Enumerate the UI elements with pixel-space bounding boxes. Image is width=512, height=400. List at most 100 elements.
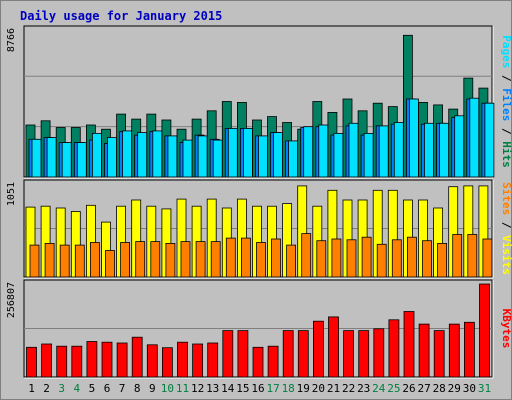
bar-pages-day-13 [212,139,223,178]
bar-pages-day-24 [378,125,389,178]
bar-kbytes-day-31 [479,283,490,378]
bar-sites-day-30 [467,234,478,278]
x-tick-label-25: 25 [387,382,400,395]
legend-separator: / [500,215,512,235]
bar-kbytes-day-27 [418,323,430,378]
y-max-label-top: 8766 [6,28,17,52]
bar-sites-day-8 [135,241,146,278]
legend-item-visits: Visits [500,235,512,275]
bar-sites-day-2 [44,242,55,278]
bar-pages-day-22 [348,122,359,178]
bar-kbytes-day-13 [207,342,219,378]
bar-pages-day-1 [31,138,42,178]
bar-kbytes-day-17 [267,345,279,378]
bar-kbytes-day-12 [192,343,204,378]
legend-panel-0: Pages / Files / Hits [500,35,512,168]
bar-sites-day-12 [195,241,206,278]
bar-sites-day-7 [120,242,130,278]
bar-sites-day-21 [331,238,342,278]
legend-item-hits: Hits [500,141,512,168]
bar-sites-day-20 [316,240,327,278]
bar-sites-day-3 [59,244,70,278]
x-tick-label-20: 20 [312,382,325,395]
bar-pages-day-2 [46,137,57,178]
bar-kbytes-day-21 [328,316,339,378]
x-tick-label-4: 4 [73,382,80,395]
bar-sites-day-25 [391,239,402,278]
x-tick-label-1: 1 [28,382,35,395]
bar-sites-day-1 [29,244,40,278]
bar-sites-day-5 [90,242,100,278]
bar-sites-day-4 [74,244,85,278]
x-tick-label-3: 3 [58,382,65,395]
bar-sites-day-19 [301,233,312,278]
bar-kbytes-day-22 [343,330,355,378]
bar-pages-day-23 [363,132,374,178]
x-tick-label-15: 15 [236,382,249,395]
bar-kbytes-day-1 [26,346,37,378]
x-tick-label-9: 9 [149,382,156,395]
x-tick-label-26: 26 [402,382,415,395]
bar-kbytes-day-7 [116,342,128,378]
bar-pages-day-21 [333,132,344,178]
bar-pages-day-19 [303,126,314,178]
x-tick-label-6: 6 [104,382,111,395]
legend-panel-1: Sites / Visits [500,182,512,275]
bar-sites-day-23 [361,236,372,278]
x-tick-label-22: 22 [342,382,355,395]
x-tick-label-24: 24 [372,382,386,395]
x-tick-label-11: 11 [176,382,189,395]
bar-pages-day-18 [288,140,299,178]
legend-item-pages: Pages [500,35,512,68]
x-tick-label-10: 10 [161,382,174,395]
bar-kbytes-day-23 [358,330,370,378]
bar-kbytes-day-11 [177,341,188,378]
x-tick-label-14: 14 [221,382,235,395]
bar-pages-day-27 [424,122,434,178]
bar-pages-day-25 [393,122,404,178]
bar-pages-day-12 [197,135,208,178]
bar-pages-day-26 [408,98,419,178]
bar-kbytes-day-30 [463,321,475,378]
bar-pages-day-16 [258,135,268,178]
x-tick-label-29: 29 [448,382,461,395]
x-tick-label-19: 19 [297,382,310,395]
bar-pages-day-17 [273,132,283,178]
x-tick-label-7: 7 [119,382,126,395]
legend-panel-2: KBytes [500,309,512,349]
x-tick-label-27: 27 [417,382,430,395]
bar-sites-day-13 [210,241,221,278]
bar-pages-day-8 [137,132,148,178]
bar-sites-day-11 [180,241,191,278]
bar-pages-day-10 [167,135,178,178]
chart-title: Daily usage for January 2015 [20,9,222,23]
legend-item-kbytes: KBytes [500,309,512,349]
bar-sites-day-9 [150,241,161,278]
bar-kbytes-day-29 [448,323,460,378]
panel-middle: 1051 Sites / Visits [6,179,512,279]
x-tick-label-13: 13 [206,382,219,395]
bar-kbytes-day-8 [131,336,143,378]
x-tick-label-12: 12 [191,382,204,395]
bar-pages-day-20 [318,124,329,178]
y-max-label-middle: 1051 [6,182,17,206]
bar-kbytes-day-28 [433,330,445,378]
bar-sites-day-31 [482,238,493,278]
bar-pages-day-11 [182,139,193,178]
legend-item-files: Files [500,88,512,121]
bar-kbytes-day-4 [71,345,83,378]
bar-sites-day-16 [256,242,266,278]
bar-sites-day-26 [406,236,417,278]
legend-separator: / [500,68,512,88]
bar-pages-day-6 [107,137,117,178]
bar-pages-day-30 [469,97,480,178]
bar-kbytes-day-5 [86,341,98,378]
x-tick-label-18: 18 [282,382,295,395]
x-tick-label-28: 28 [433,382,446,395]
bar-sites-day-17 [271,238,281,278]
bar-sites-day-28 [437,242,448,278]
bar-kbytes-day-10 [161,347,173,378]
x-tick-label-8: 8 [134,382,141,395]
